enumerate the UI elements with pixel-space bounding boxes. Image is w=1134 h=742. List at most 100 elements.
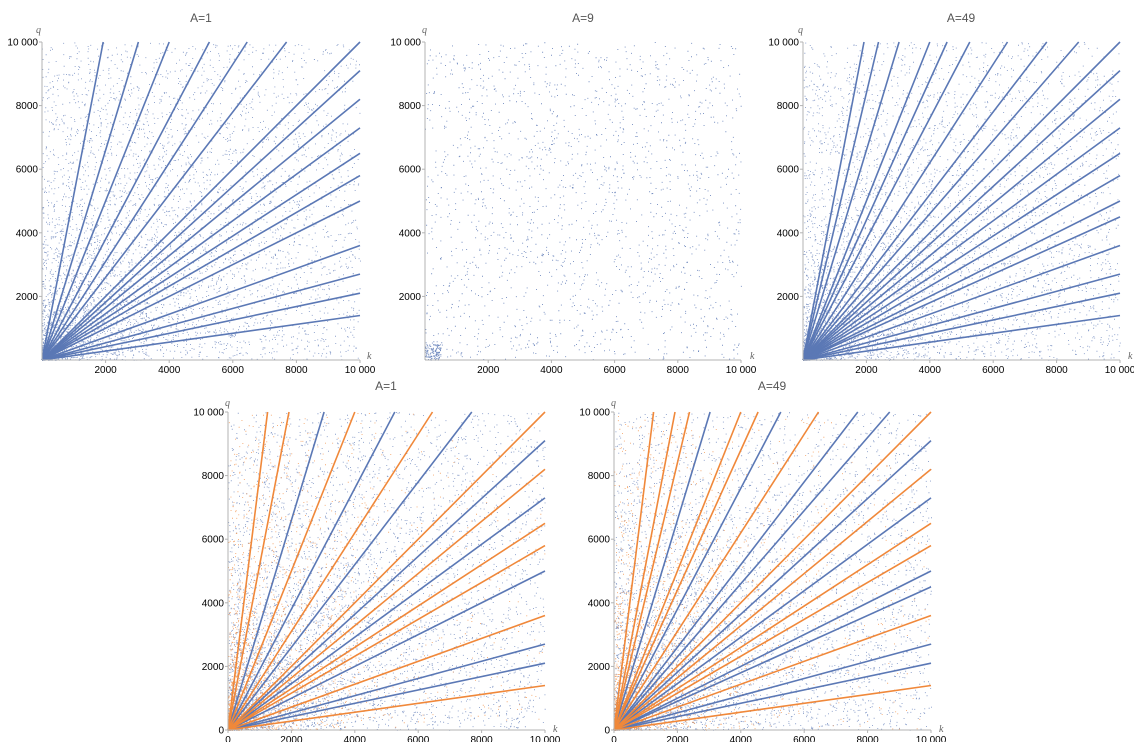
x-tick-label: 10 000 [1105,365,1134,376]
x-tick-label: 4000 [344,735,367,742]
ray-line [613,586,932,731]
x-tick-label: 8000 [856,735,879,742]
ray-line [613,411,691,731]
ray-line [802,314,1121,361]
ray-line [41,174,361,361]
ray-line [613,411,742,731]
y-tick-label: 8000 [16,101,39,112]
x-tick-label: 2000 [855,365,878,376]
x-tick-label: 6000 [407,735,430,742]
ray-line [41,41,361,361]
chart-title: A=1 [375,379,397,393]
y-tick-label: 2000 [16,292,39,303]
x-tick-label: 6000 [603,365,626,376]
ray-line [802,152,1121,361]
ray-line [802,41,1048,361]
ray-line [613,411,655,731]
ray-line [613,411,891,731]
x-axis-label: k [939,724,944,735]
ray-line [802,41,1009,361]
y-tick-label: 4000 [399,228,422,239]
chart-title: A=49 [947,11,976,25]
y-axis-label: q [611,398,616,409]
ray-line [41,98,361,361]
ray-line [613,411,676,731]
y-tick-label: 2000 [202,662,225,673]
ray-line [802,41,971,361]
y-tick-label: 6000 [202,535,225,546]
x-tick-label: 10 000 [916,735,947,742]
x-tick-label: 10 000 [345,365,376,376]
ray-line [613,522,932,731]
ray-line [227,411,546,731]
ray-lines [613,411,932,731]
ray-line [227,468,546,731]
ray-line [613,440,932,731]
ray-line [227,614,546,731]
y-tick-label: 10 000 [7,38,38,49]
ray-line [802,200,1121,361]
x-axis-label: k [750,351,755,362]
ray-line [41,273,361,361]
ray-line [613,570,932,731]
ray-line [41,41,288,361]
ray-line [41,41,104,361]
ray-line [802,244,1121,361]
y-tick-label: 6000 [588,535,611,546]
x-tick-label: 8000 [285,365,308,376]
ray-line [41,41,170,361]
y-tick-label: 6000 [16,165,39,176]
ray-line [227,411,269,731]
ray-line [227,411,473,731]
x-tick-label: 2000 [477,365,500,376]
y-axis-label: q [225,398,230,409]
ray-line [613,411,759,731]
y-tick-label: 6000 [777,165,800,176]
ray-line [613,411,782,731]
x-tick-label: 8000 [470,735,493,742]
ray-line [802,216,1121,361]
ray-line [802,41,865,361]
ray-line [613,497,932,731]
y-tick-label: 4000 [777,228,800,239]
ray-line [802,127,1121,361]
ray-line [227,411,434,731]
ray-line [41,41,140,361]
ray-line [41,41,211,361]
ray-line [227,643,546,731]
ray-line [41,200,361,361]
x-tick-label: 8000 [667,365,690,376]
x-tick-label: 10 000 [530,735,561,742]
ray-line [802,273,1121,361]
ray-line [802,41,880,361]
ray-line [227,684,546,731]
y-axis-label: q [422,25,427,36]
chart-panel-1: A=1 2000 4000 6000 8000 10 000 2000 4000 6000 80… [0,0,380,376]
y-tick-label: 0 [218,726,224,737]
chart-svg-3: A=49 2000 4000 6000 8000 10 000 2000 4000 6000 8… [768,11,1134,376]
ray-line [802,41,900,361]
x-tick-label: 0 [225,735,231,742]
ray-line [802,41,1121,361]
ray-line [802,98,1121,361]
x-tick-label: 0 [611,735,617,742]
ray-line [227,662,546,731]
chart-panel-4: A=1 0 2000 4000 6000 8000 10 000 0 2000 4000 6000… [180,372,570,742]
y-tick-label: 4000 [202,598,225,609]
y-axis-label: q [798,25,803,36]
chart-panel-2: A=9 2000 4000 6000 8000 10 000 2000 4000 6000 80… [380,0,758,376]
ray-line [613,468,932,731]
chart-title: A=9 [572,11,594,25]
ray-line [613,411,820,731]
ray-line [227,497,546,731]
ray-line [613,684,932,731]
y-tick-label: 8000 [399,101,422,112]
x-tick-label: 2000 [666,735,689,742]
x-axis-label: k [553,724,558,735]
x-axis-label: k [1128,351,1133,362]
y-tick-label: 2000 [399,292,422,303]
chart-title: A=49 [758,379,787,393]
ray-lines [227,411,546,731]
x-tick-label: 6000 [793,735,816,742]
ray-line [802,41,948,361]
